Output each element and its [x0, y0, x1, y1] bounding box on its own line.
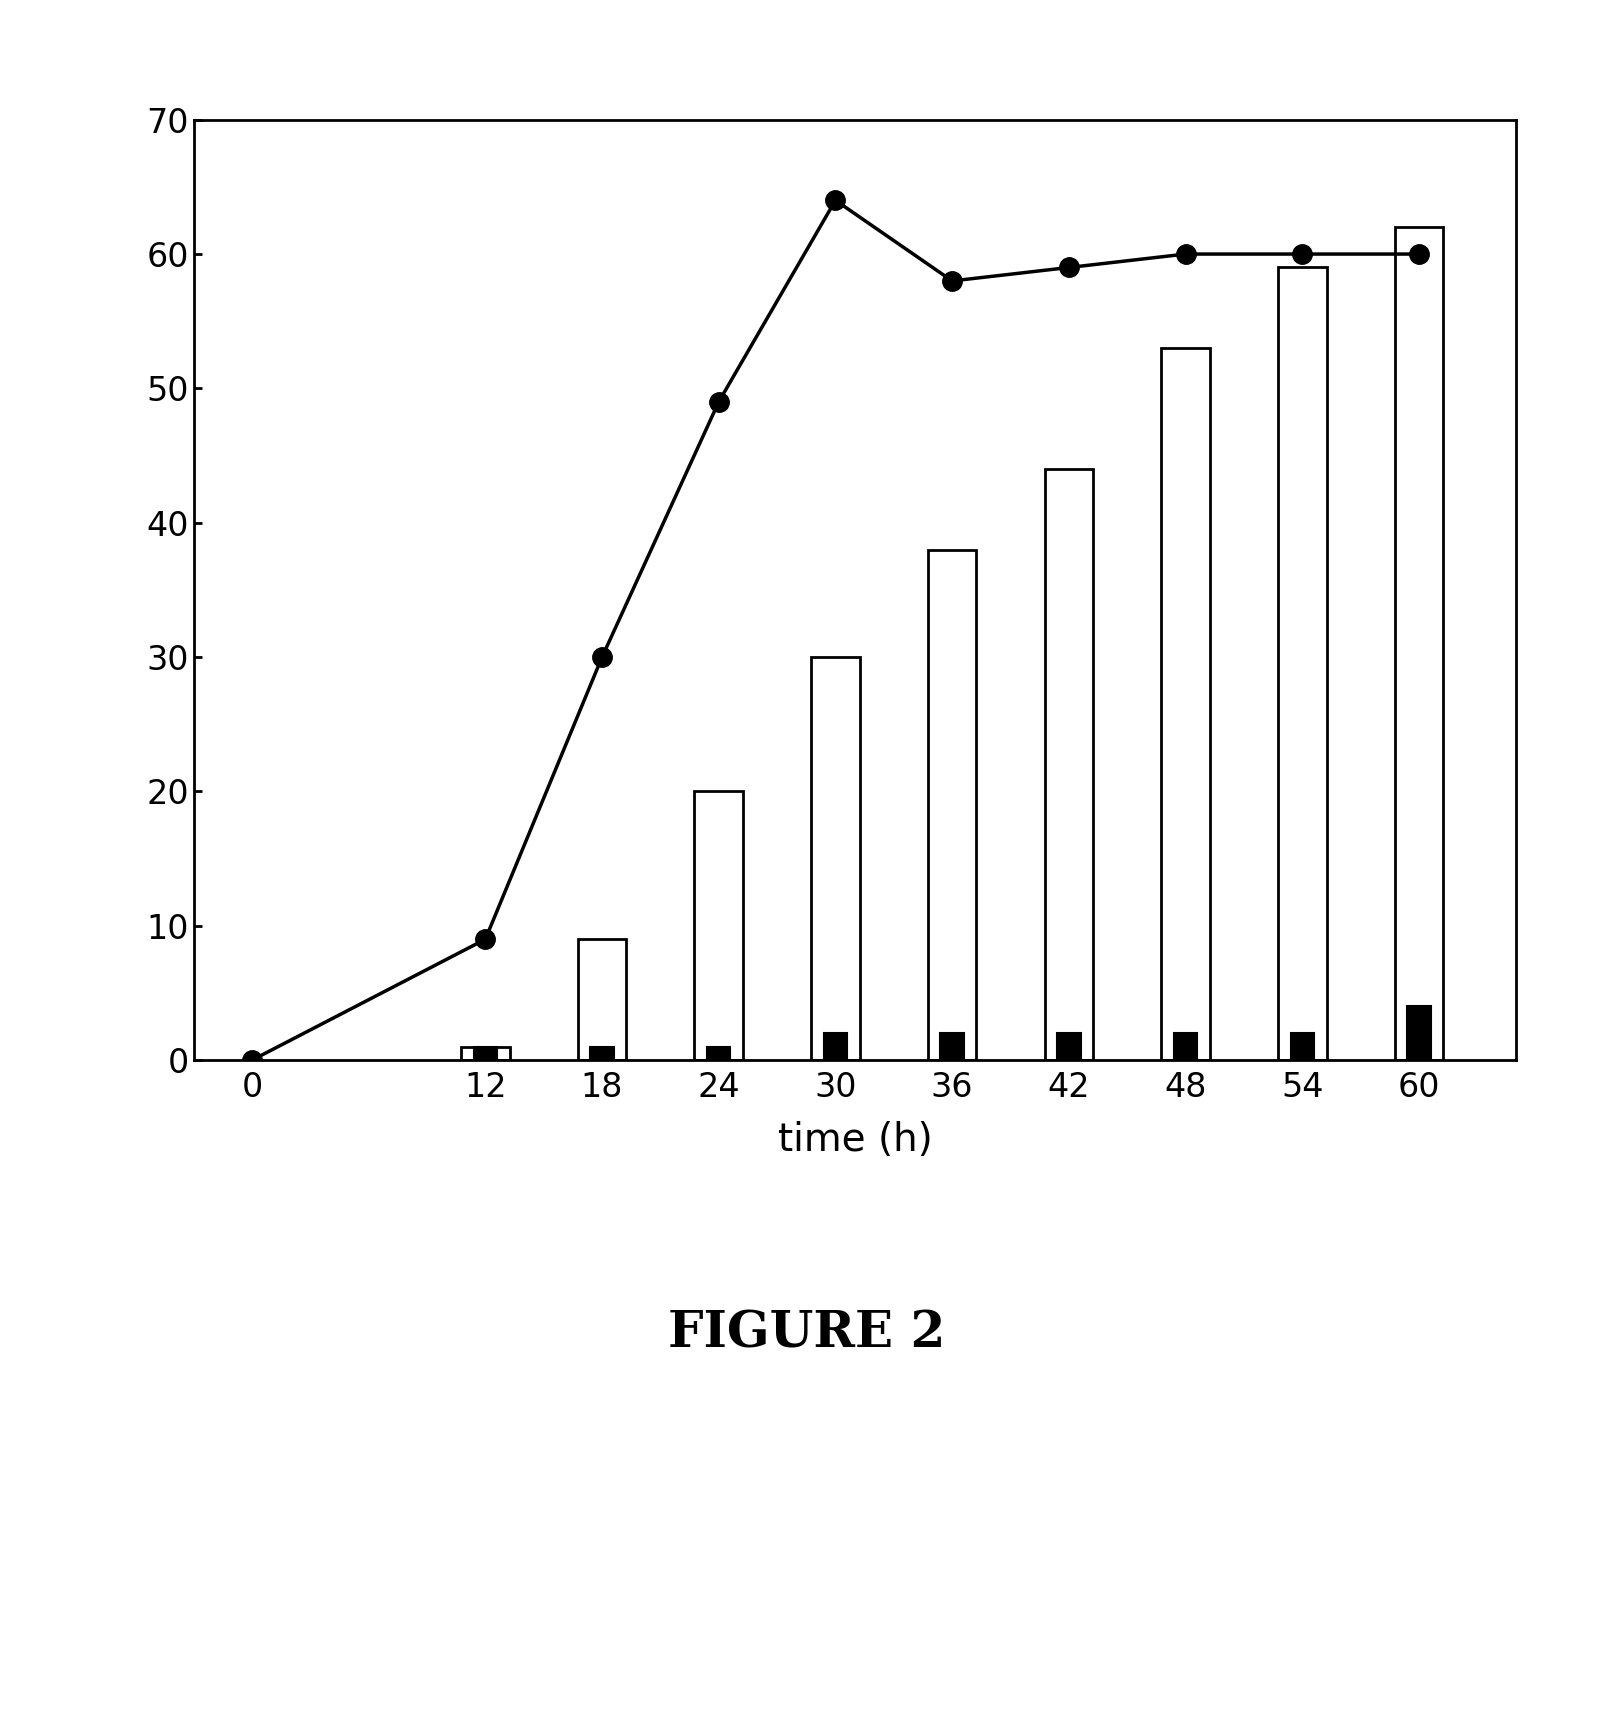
Bar	[1277, 267, 1326, 1060]
Bar	[590, 1047, 613, 1060]
Bar	[1407, 1007, 1431, 1060]
Bar	[474, 1047, 497, 1060]
Bar	[940, 1033, 965, 1060]
Bar	[706, 1047, 731, 1060]
Bar	[461, 1047, 510, 1060]
Text: FIGURE 2: FIGURE 2	[668, 1310, 945, 1358]
Bar	[1045, 469, 1094, 1060]
Bar	[811, 657, 860, 1060]
Bar	[927, 549, 976, 1060]
Bar	[1290, 1033, 1315, 1060]
Bar	[1161, 349, 1210, 1060]
Bar	[1395, 227, 1444, 1060]
X-axis label: time (h): time (h)	[777, 1122, 932, 1159]
Bar	[1174, 1033, 1197, 1060]
Bar	[577, 939, 626, 1060]
Bar	[695, 792, 744, 1060]
Bar	[1057, 1033, 1081, 1060]
Bar	[824, 1033, 847, 1060]
